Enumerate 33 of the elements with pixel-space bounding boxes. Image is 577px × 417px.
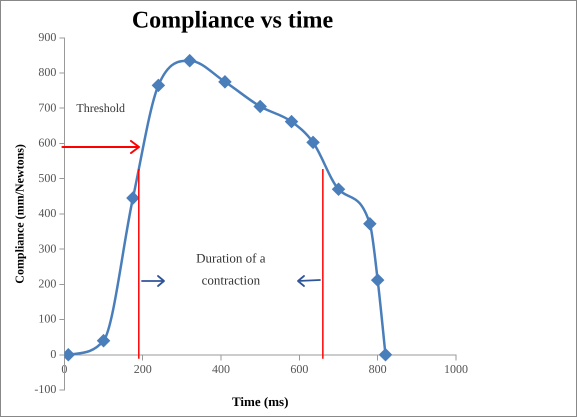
y-tick-label: 600 [38,136,56,150]
y-axis-title: Compliance (mm/Newtons) [12,144,26,284]
x-tick-label: 1000 [444,362,468,376]
y-tick-label: 300 [38,241,56,256]
point [364,218,376,230]
x-axis-title: Time (ms) [232,394,288,409]
y-tick-label: -100 [34,382,56,396]
point [126,192,140,204]
y-tick-label: 800 [38,65,56,80]
x-tick-label: 800 [368,362,387,376]
y-tick-label: 700 [38,100,56,114]
point [183,54,196,67]
point [371,274,384,286]
annotation: Duration of a contraction [196,250,266,288]
point [332,182,345,196]
point [97,334,110,347]
chart-title: Compliance vs time [132,8,334,34]
point [254,100,266,113]
y-tick-label: 900 [38,30,56,44]
y-tick-label: 0 [50,346,56,361]
x-tick-label: 200 [134,362,152,376]
y-tick-label: 500 [38,170,56,185]
x-tick-label: 600 [290,362,308,376]
x-tick-label: 400 [212,362,230,376]
point [152,79,165,92]
y-tick-label: 100 [38,312,56,326]
point [218,76,232,88]
y-tick-label: 400 [38,206,56,220]
ref-line-label: Threshold [76,101,126,116]
point [379,348,392,362]
y-tick-label: 200 [38,276,56,290]
point [306,136,320,149]
point [285,115,298,128]
